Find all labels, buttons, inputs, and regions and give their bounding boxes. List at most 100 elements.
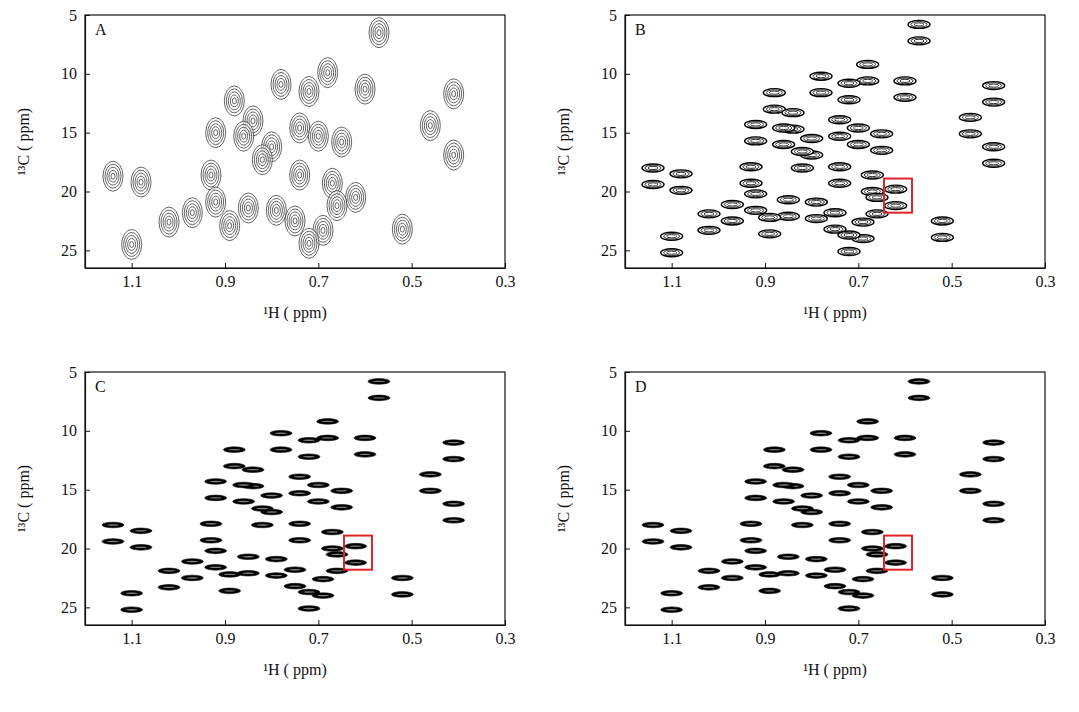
peak-ellipse [661,607,683,613]
peak-ellipse [847,499,869,505]
contour-ring [232,98,236,104]
y-tick-mark [85,490,90,491]
peak-highlight [228,465,240,466]
contour-ring [336,133,348,151]
peak [894,435,916,441]
contour-ring [270,144,274,150]
x-tick-mark [225,620,226,625]
contour-ring [452,152,456,158]
peak [847,499,869,505]
y-tick: 10 [61,422,90,439]
peak [219,572,241,578]
peak [220,211,240,241]
peak-ellipse [205,548,227,554]
peak [829,490,851,496]
y-tick: 20 [61,183,90,200]
peak [121,607,143,613]
contour-ring [911,38,927,44]
peak [392,214,412,244]
peak [102,539,124,545]
y-tick-label: 10 [61,65,77,82]
x-tick-mark [858,263,859,268]
contour-ring [299,76,319,106]
contour-ring [773,140,795,148]
x-tick: 1.1 [662,263,682,290]
contour-ring [785,110,801,116]
panel-letter: C [95,378,106,395]
peak-highlight [163,587,175,588]
x-tick: 0.5 [942,263,962,290]
x-tick-label: 0.3 [496,630,516,647]
contour-ring [165,216,173,228]
peak-ellipse [205,479,227,485]
peak [321,546,343,552]
contour-ring [214,130,218,136]
peak [983,159,1005,167]
contour-ring [256,151,268,169]
peak-highlight [242,573,254,574]
contour-ring [804,136,820,142]
contour-ring [937,236,947,239]
highlight-box [884,536,912,570]
y-tick-label: 15 [601,481,617,498]
peak [224,86,244,116]
contour-ring [808,199,824,205]
plot-frame [625,372,1045,625]
peak-ellipse [801,493,823,499]
peak [801,493,823,499]
contour-ring [292,163,308,187]
y-tick-mark [625,74,630,75]
contour-ring [330,180,334,186]
peak [271,69,291,99]
contour-ring [869,195,885,201]
peak [824,567,846,573]
y-tick: 25 [61,599,90,616]
peak-ellipse [289,537,311,543]
peak [321,529,343,535]
contour-ring [897,78,913,84]
peak-highlight [238,484,250,485]
contour-ring [776,125,792,131]
peak [959,472,981,478]
contour-ring [676,172,686,175]
peak-ellipse [861,546,883,552]
peak [284,583,306,589]
contour-ring [290,113,310,143]
peak-ellipse [829,490,851,496]
contour-ring [303,234,315,252]
peak-ellipse [205,495,227,501]
peak [894,77,916,85]
peak-ellipse [298,606,320,612]
peak-ellipse [773,499,795,505]
peak [158,568,180,574]
contour-ring [292,116,308,140]
contour-ring [743,164,759,170]
contour-ring [298,125,302,131]
peak-highlight [703,587,715,588]
contour-ring [296,169,304,181]
peak [698,210,720,218]
peak-highlight [224,590,236,591]
peak [983,456,1005,462]
contour-ring [355,74,375,104]
contour-ring [312,127,324,145]
peak-highlight [750,497,762,498]
peak-highlight [275,432,287,433]
peak-ellipse [289,521,311,527]
peak-highlight [126,609,138,610]
contour-ring [212,127,220,139]
peak-ellipse [824,583,846,589]
peak [355,74,375,104]
x-tick-label: 0.9 [216,630,236,647]
contour-ring [813,73,829,79]
x-tick-label: 1.1 [662,273,682,290]
peak-ellipse [745,479,767,485]
peak-ellipse [983,517,1005,523]
peak [745,137,767,145]
peak-ellipse [130,528,152,534]
peak [265,556,287,562]
peak-highlight [303,440,315,441]
peak [122,229,142,259]
peak-ellipse [251,522,273,528]
contour-ring [900,96,910,99]
